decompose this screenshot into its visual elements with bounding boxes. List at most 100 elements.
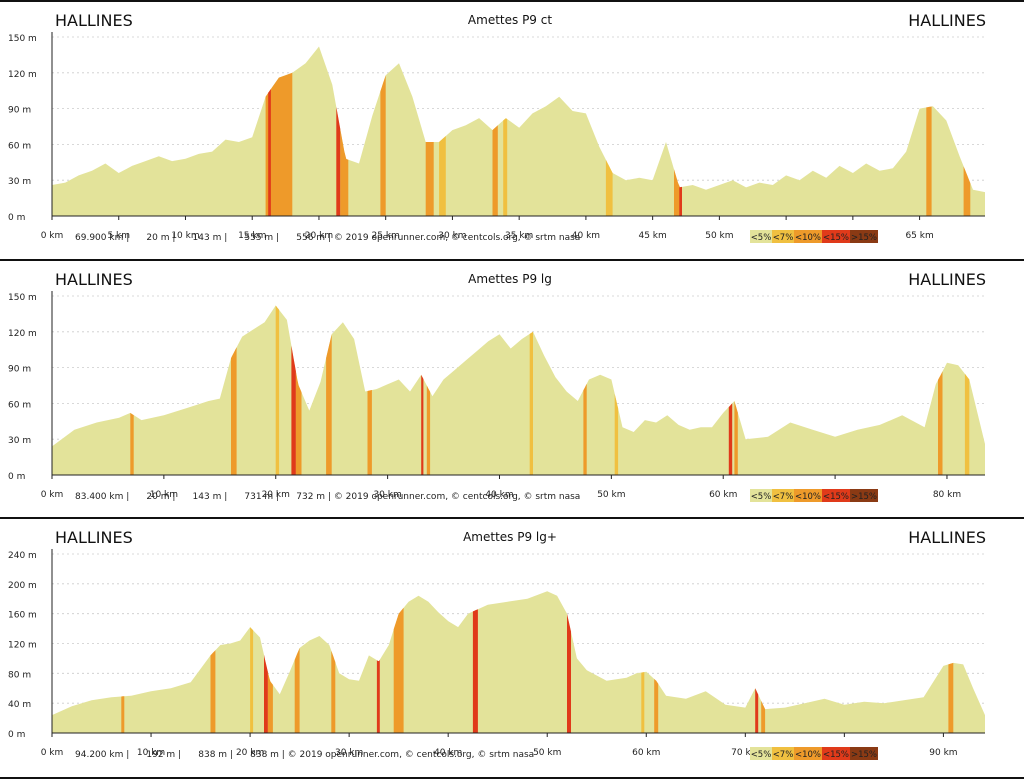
- x-tick-label: 40 km: [434, 748, 462, 758]
- gradient-segment: [265, 72, 293, 216]
- legend-swatch: [794, 489, 822, 502]
- legend-swatch: [772, 489, 794, 502]
- gradient-segment: [963, 166, 971, 216]
- gradient-segment: [250, 627, 254, 733]
- x-tick-label: 5 km: [107, 231, 130, 241]
- gradient-segment: [583, 383, 587, 475]
- gradient-segment: [326, 334, 332, 475]
- legend-label: <10%: [795, 750, 821, 760]
- x-tick-label: 30 km: [335, 748, 363, 758]
- end-place-label: HALLINES: [908, 528, 986, 547]
- y-tick-label: 40 m: [8, 700, 31, 710]
- gradient-segment: [492, 125, 498, 216]
- gradient-segment: [121, 696, 125, 733]
- gradient-segment: [336, 106, 341, 216]
- x-tick-label: 20 km: [236, 748, 264, 758]
- x-tick-label: 40 km: [485, 490, 513, 500]
- gradient-segment: [654, 679, 659, 733]
- elevation-area: [52, 591, 985, 733]
- x-tick-label: 15 km: [238, 231, 266, 241]
- end-place-label: HALLINES: [908, 270, 986, 289]
- x-tick-label: 0 km: [41, 490, 64, 500]
- chart-title: Amettes P9 lg+: [463, 530, 557, 544]
- panel-divider: [0, 517, 1024, 519]
- y-tick-label: 120 m: [8, 641, 37, 651]
- gradient-segment: [380, 75, 386, 216]
- legend-swatch: [794, 230, 822, 243]
- legend-swatch: [822, 747, 850, 760]
- gradient-segment: [679, 186, 682, 216]
- footer-stats: 69.900 km | 20 m | 143 m | 555 m | 556 m…: [75, 233, 580, 243]
- gradient-segment: [421, 374, 424, 475]
- legend-swatch: [750, 230, 772, 243]
- gradient-segment: [268, 89, 271, 216]
- gradient-segment: [734, 401, 738, 475]
- legend-swatch: [750, 489, 772, 502]
- gradient-segment: [340, 129, 349, 216]
- footer-stats: 83.400 km | 20 m | 143 m | 731 m | 732 m…: [75, 492, 580, 502]
- gradient-segment: [529, 331, 533, 475]
- gradient-segment: [130, 412, 134, 475]
- legend-label: >15%: [851, 233, 877, 243]
- legend-label: >15%: [851, 750, 877, 760]
- x-tick-label: 0 km: [41, 748, 64, 758]
- legend-label: <5%: [751, 492, 772, 502]
- chart-title: Amettes P9 ct: [468, 13, 552, 27]
- y-tick-label: 150 m: [8, 293, 37, 303]
- y-tick-label: 80 m: [8, 670, 31, 680]
- legend-label: <15%: [823, 492, 849, 502]
- legend-swatch: [850, 489, 878, 502]
- gradient-segment: [503, 118, 508, 216]
- y-tick-label: 60 m: [8, 400, 31, 410]
- x-tick-label: 0 km: [41, 231, 64, 241]
- gradient-segment: [964, 373, 970, 475]
- chart-svg: HALLINES HALLINES Amettes P9 lg 0 m 30 m 60 m…: [8, 270, 986, 502]
- gradient-segment: [761, 700, 766, 733]
- gradient-segment: [425, 142, 434, 216]
- x-tick-label: 40 km: [572, 231, 600, 241]
- elevation-area: [52, 46, 985, 216]
- legend-swatch: [822, 230, 850, 243]
- x-tick-label: 50 km: [705, 231, 733, 241]
- x-tick-label: 10 km: [137, 748, 165, 758]
- x-tick-label: 45 km: [638, 231, 666, 241]
- start-place-label: HALLINES: [55, 11, 133, 30]
- top-border: [0, 0, 1024, 2]
- start-place-label: HALLINES: [55, 270, 133, 289]
- y-tick-label: 0 m: [8, 472, 25, 482]
- y-tick-label: 0 m: [8, 730, 25, 740]
- gradient-segment: [938, 371, 943, 475]
- panel-divider: [0, 259, 1024, 261]
- y-tick-label: 160 m: [8, 611, 37, 621]
- gradient-segment: [295, 371, 302, 475]
- start-place-label: HALLINES: [55, 528, 133, 547]
- chart-title: Amettes P9 lg: [468, 272, 552, 286]
- gradient-segment: [605, 159, 613, 216]
- gradient-segment: [948, 662, 954, 733]
- x-tick-label: 20 km: [305, 231, 333, 241]
- x-tick-label: 70 km: [731, 748, 759, 758]
- legend-label: <5%: [751, 750, 772, 760]
- gradient-segment: [755, 688, 759, 733]
- gradient-segment: [367, 390, 372, 475]
- x-tick-label: 20 km: [262, 490, 290, 500]
- gradient-segment: [567, 613, 571, 733]
- x-tick-label: 25 km: [372, 231, 400, 241]
- legend-label: <5%: [751, 233, 772, 243]
- elevation-chart-3: HALLINES HALLINES Amettes P9 lg+ 0 m 40 m 80 …: [0, 519, 1024, 777]
- y-tick-label: 30 m: [8, 436, 31, 446]
- gradient-segment: [210, 650, 216, 733]
- y-tick-label: 30 m: [8, 177, 31, 187]
- y-tick-label: 0 m: [8, 213, 25, 223]
- legend-swatch: [850, 747, 878, 760]
- legend-label: <7%: [773, 750, 794, 760]
- gradient-segment: [291, 345, 296, 475]
- x-tick-label: 10 km: [150, 490, 178, 500]
- end-place-label: HALLINES: [908, 11, 986, 30]
- gradient-segment: [231, 347, 237, 475]
- x-tick-label: 30 km: [373, 490, 401, 500]
- gradient-segment: [728, 403, 733, 475]
- y-tick-label: 120 m: [8, 329, 37, 339]
- legend-swatch: [772, 230, 794, 243]
- elevation-chart-2: HALLINES HALLINES Amettes P9 lg 0 m 30 m 60 m…: [0, 261, 1024, 517]
